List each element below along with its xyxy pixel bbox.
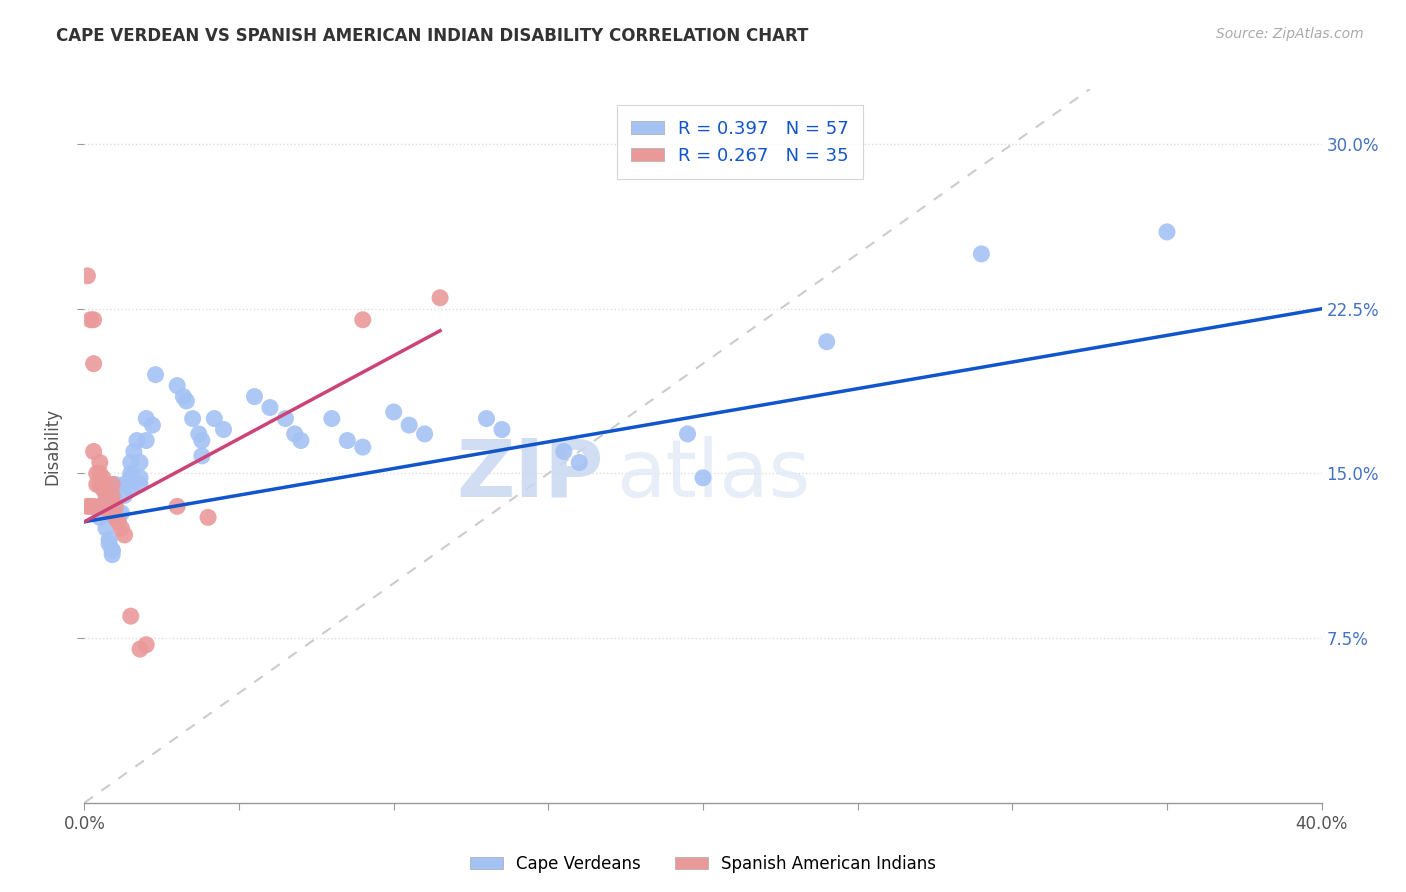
Point [970, 247, 993, 261]
Point [91, 471, 114, 485]
Point [79, 312, 101, 326]
Point [101, 477, 124, 491]
Point [101, 543, 124, 558]
Point [86, 467, 108, 481]
Point [336, 434, 359, 448]
Point [129, 477, 152, 491]
Y-axis label: Disability: Disability [44, 408, 62, 484]
Point [491, 423, 513, 437]
Point [98, 533, 121, 547]
Point [89, 455, 111, 469]
Point [83, 500, 105, 514]
Point [120, 455, 142, 469]
Point [107, 515, 129, 529]
Point [553, 444, 575, 458]
Point [104, 510, 127, 524]
Point [104, 504, 127, 518]
Point [166, 500, 188, 514]
Point [114, 528, 136, 542]
Point [135, 434, 157, 448]
Legend: Cape Verdeans, Spanish American Indians: Cape Verdeans, Spanish American Indians [463, 848, 943, 880]
Point [191, 449, 214, 463]
Point [197, 510, 219, 524]
Point [91, 477, 114, 491]
Point [176, 394, 198, 409]
Point [89, 477, 111, 491]
Point [191, 434, 214, 448]
Point [692, 471, 714, 485]
Text: CAPE VERDEAN VS SPANISH AMERICAN INDIAN DISABILITY CORRELATION CHART: CAPE VERDEAN VS SPANISH AMERICAN INDIAN … [56, 27, 808, 45]
Point [129, 471, 152, 485]
Point [284, 426, 307, 441]
Point [94, 488, 117, 502]
Point [94, 521, 117, 535]
Point [120, 609, 142, 624]
Point [413, 426, 436, 441]
Point [94, 495, 117, 509]
Point [83, 312, 105, 326]
Point [212, 423, 235, 437]
Point [568, 455, 591, 469]
Point [114, 477, 136, 491]
Point [79, 500, 101, 514]
Point [104, 492, 127, 507]
Point [145, 368, 167, 382]
Point [475, 411, 498, 425]
Point [101, 543, 124, 558]
Point [352, 440, 374, 454]
Point [122, 444, 145, 458]
Text: Source: ZipAtlas.com: Source: ZipAtlas.com [1216, 27, 1364, 41]
Point [166, 378, 188, 392]
Point [89, 500, 111, 514]
Point [129, 455, 152, 469]
Point [98, 504, 121, 518]
Point [125, 434, 148, 448]
Point [259, 401, 281, 415]
Point [129, 642, 152, 657]
Point [187, 426, 209, 441]
Point [89, 467, 111, 481]
Point [135, 638, 157, 652]
Point [120, 482, 142, 496]
Point [89, 510, 111, 524]
Point [135, 411, 157, 425]
Point [107, 510, 129, 524]
Point [104, 500, 127, 514]
Point [321, 411, 343, 425]
Point [120, 467, 142, 481]
Point [104, 477, 127, 491]
Point [98, 500, 121, 514]
Point [120, 471, 142, 485]
Point [101, 488, 124, 502]
Text: atlas: atlas [616, 435, 811, 514]
Point [86, 477, 108, 491]
Point [382, 405, 405, 419]
Point [76, 268, 98, 283]
Point [98, 537, 121, 551]
Point [398, 418, 420, 433]
Point [243, 390, 266, 404]
Point [815, 334, 838, 349]
Point [91, 482, 114, 496]
Point [172, 390, 194, 404]
Point [83, 357, 105, 371]
Point [101, 548, 124, 562]
Point [110, 506, 132, 520]
Point [141, 418, 163, 433]
Point [274, 411, 297, 425]
Point [114, 488, 136, 502]
Point [676, 426, 699, 441]
Text: ZIP: ZIP [457, 435, 605, 514]
Legend: R = 0.397   N = 57, R = 0.267   N = 35: R = 0.397 N = 57, R = 0.267 N = 35 [617, 105, 863, 179]
Point [1156, 225, 1178, 239]
Point [290, 434, 312, 448]
Point [202, 411, 225, 425]
Point [76, 500, 98, 514]
Point [83, 444, 105, 458]
Point [352, 312, 374, 326]
Point [181, 411, 204, 425]
Point [110, 521, 132, 535]
Point [429, 291, 451, 305]
